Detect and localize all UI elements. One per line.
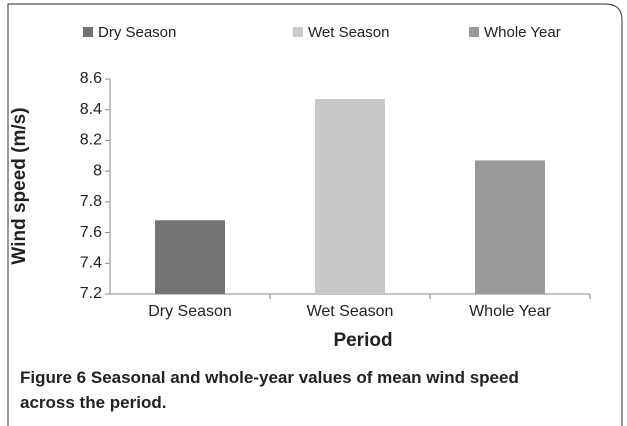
y-tick-label: 8.6 (80, 70, 102, 87)
legend-swatch (469, 27, 479, 37)
y-tick-label: 8.2 (80, 132, 102, 149)
y-tick-label: 7.6 (80, 224, 102, 241)
caption-label: Figure 6 (20, 368, 86, 387)
legend-label: Dry Season (98, 24, 176, 41)
legend-label: Whole Year (484, 24, 561, 41)
x-tick-label: Whole Year (469, 303, 552, 320)
y-tick-label: 8 (93, 162, 102, 179)
y-tick-label: 7.2 (80, 285, 102, 302)
y-tick-label: 8.4 (80, 101, 102, 118)
bar (155, 220, 225, 294)
frame (7, 3, 623, 426)
legend-swatch (83, 27, 93, 37)
caption-text-wrap: across the period. (20, 393, 166, 412)
y-tick-label: 7.8 (80, 193, 102, 210)
x-tick-label: Dry Season (148, 303, 232, 320)
y-axis-title: Wind speed (m/s) (9, 107, 30, 264)
caption: Figure 6 Seasonal and whole-year values … (20, 368, 519, 412)
legend-swatch (293, 27, 303, 37)
x-tick-label: Wet Season (307, 303, 394, 320)
legend-label: Wet Season (308, 24, 389, 41)
caption-text: Seasonal and whole-year values of mean w… (91, 368, 519, 387)
x-axis-title: Period (333, 330, 392, 351)
bar (315, 98, 385, 294)
y-tick-label: 7.4 (80, 255, 102, 272)
bar (475, 160, 545, 294)
